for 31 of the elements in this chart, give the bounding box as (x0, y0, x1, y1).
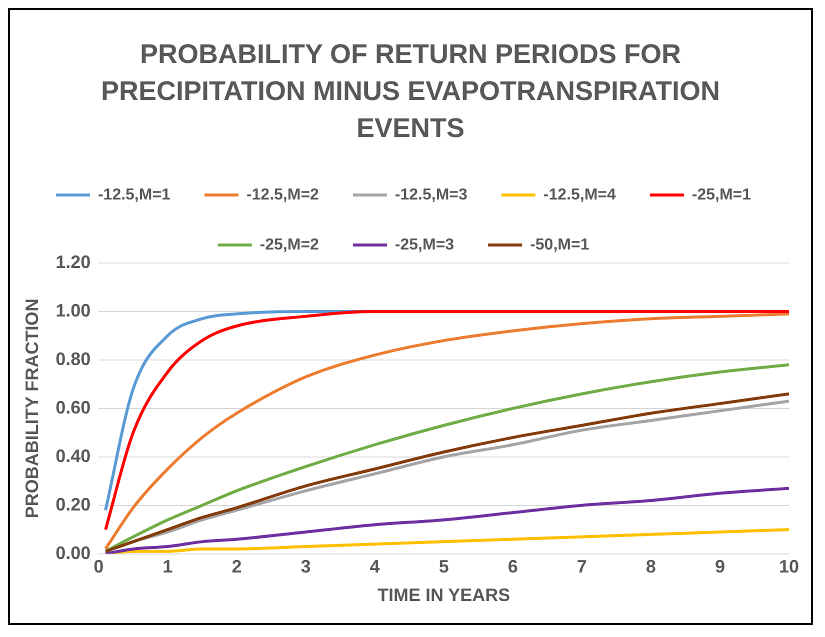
x-tick-label: 1 (162, 556, 173, 577)
line-series (104, 363, 789, 553)
legend-label: -12.5,M=1 (98, 186, 171, 204)
x-tick-label: 4 (370, 556, 380, 577)
y-axis-title: PROBABILITY FRACTION (22, 298, 42, 518)
y-tick-label: 0.20 (56, 494, 91, 514)
legend-label: -25,M=1 (692, 186, 752, 204)
y-tick-label: 0.60 (56, 397, 91, 418)
y-tick-label: 0.80 (56, 348, 91, 369)
x-tick-label: 6 (508, 556, 518, 577)
x-tick-label: 8 (646, 556, 656, 577)
x-tick-label: 5 (438, 556, 449, 577)
legend-label: -25,M=2 (260, 236, 320, 254)
x-tick-label: 3 (300, 556, 311, 577)
y-tick-label: 1.20 (56, 252, 91, 272)
legend-label: -12.5,M=2 (246, 186, 320, 204)
legend-label: -12.5,M=3 (394, 186, 468, 204)
legend-label: -50,M=1 (530, 236, 590, 254)
x-tick-label: 2 (232, 556, 242, 577)
x-tick-label: 9 (714, 556, 725, 577)
x-tick-label: 10 (778, 556, 800, 577)
x-axis-title: TIME IN YEARS (377, 585, 510, 606)
legend-label: -12.5,M=4 (543, 186, 616, 204)
x-tick-label: 7 (576, 556, 587, 577)
y-tick-label: 0.40 (56, 446, 91, 466)
chart-title: PROBABILITY OF RETURN PERIODS FOR PRECIPITATION MINUS EVAPOTRANSPIRATION EVENTS (100, 38, 722, 145)
line-series (104, 486, 789, 554)
x-tick-label: 0 (94, 556, 104, 577)
y-tick-label: 0.00 (56, 542, 91, 563)
legend-label: -25,M=3 (394, 236, 454, 254)
y-tick-label: 1.00 (56, 300, 91, 320)
